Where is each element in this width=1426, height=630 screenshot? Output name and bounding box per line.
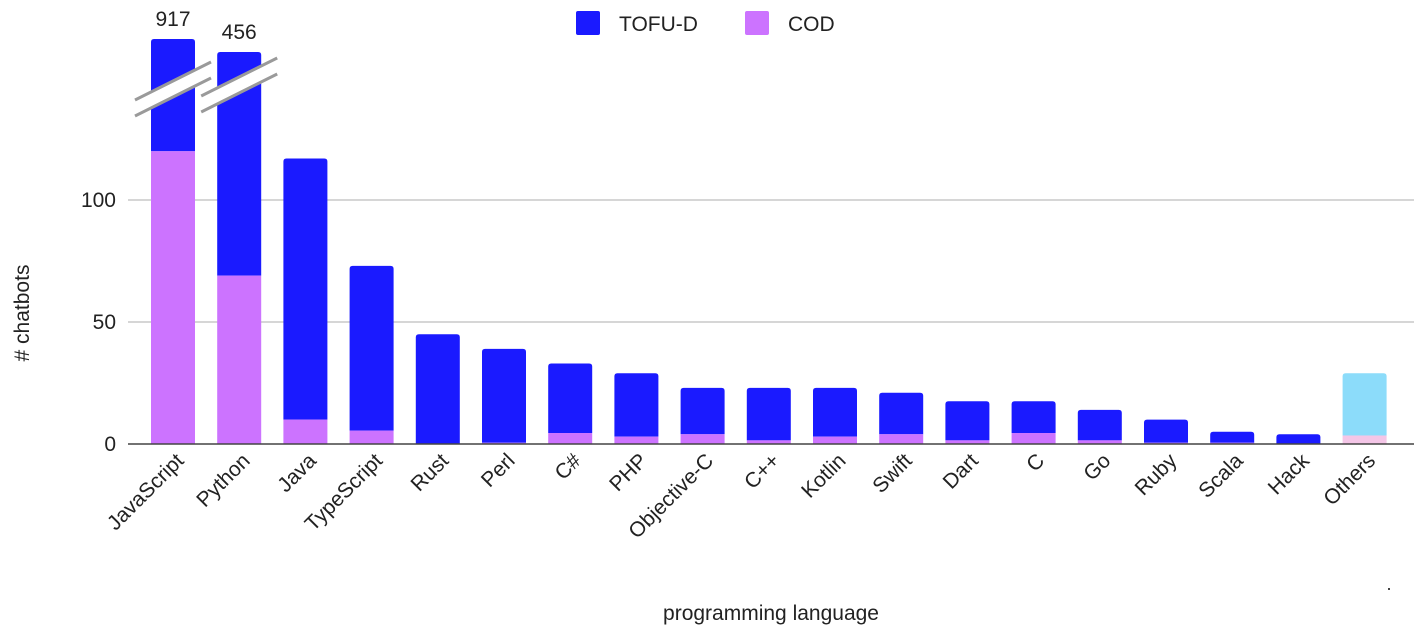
bar-tofu-d-python bbox=[217, 52, 262, 276]
x-tick-label: C# bbox=[550, 449, 585, 484]
bar-cod-kotlin bbox=[813, 436, 857, 444]
bar-cod-go bbox=[1077, 440, 1122, 444]
x-axis-label: programming language bbox=[663, 602, 879, 625]
bar-cod-swift bbox=[879, 434, 924, 444]
x-tick-label: C bbox=[1022, 449, 1049, 476]
legend-swatch bbox=[745, 11, 769, 35]
axis-break-line bbox=[200, 56, 278, 98]
x-tick-label: Others bbox=[1319, 449, 1380, 510]
x-tick-label: Rust bbox=[407, 449, 454, 496]
x-tick-label: Scala bbox=[1194, 449, 1248, 503]
legend-swatch bbox=[576, 11, 600, 35]
bar-tofu-d-php bbox=[614, 373, 659, 437]
axis-break-line bbox=[134, 76, 212, 118]
bar-tofu-d-go bbox=[1077, 409, 1122, 441]
bar-cod-others bbox=[1342, 435, 1387, 444]
bars: 917 456 bbox=[134, 8, 1387, 444]
x-tick-label: Swift bbox=[868, 449, 917, 498]
bar-tofu-d-scala bbox=[1210, 431, 1255, 443]
x-tick-label: Perl bbox=[477, 449, 520, 492]
bar-tofu-d-swift bbox=[879, 392, 924, 435]
axis-break-line bbox=[134, 60, 212, 102]
x-tick-label: Python bbox=[192, 449, 255, 512]
bar-tofu-d-c- bbox=[746, 387, 791, 441]
gridlines bbox=[128, 199, 1414, 323]
bar-cod-typescript bbox=[349, 430, 394, 444]
bar-tofu-d-typescript bbox=[349, 265, 394, 431]
bar-tofu-d-dart bbox=[945, 401, 990, 441]
y-tick-label: 0 bbox=[104, 433, 116, 456]
bar-cod-c- bbox=[746, 440, 791, 444]
bar-cod-dart bbox=[945, 440, 990, 444]
bar-cod-php bbox=[614, 436, 659, 444]
y-tick-label: 100 bbox=[81, 189, 116, 212]
bar-cod-objective-c bbox=[680, 434, 725, 444]
bar-cod-c bbox=[1011, 433, 1056, 444]
x-tick-label: PHP bbox=[605, 449, 652, 496]
x-tick-label: Hack bbox=[1264, 449, 1314, 499]
bar-cod-python bbox=[217, 275, 262, 444]
axis-break-gap bbox=[201, 58, 278, 112]
bar-cod-c- bbox=[548, 433, 593, 444]
x-tick-label: Kotlin bbox=[797, 449, 850, 502]
bar-tofu-d-perl bbox=[482, 348, 526, 443]
axis-break-gap bbox=[135, 62, 211, 116]
bar-tofu-d-ruby bbox=[1144, 419, 1188, 443]
x-tick-label: Go bbox=[1079, 449, 1115, 485]
bar-total-label: 456 bbox=[222, 21, 257, 44]
x-tick-label: JavaScript bbox=[103, 449, 189, 535]
x-tick-label: C++ bbox=[740, 449, 784, 493]
bar-tofu-d-c bbox=[1011, 401, 1056, 434]
y-tick-label: 50 bbox=[93, 311, 116, 334]
bar-total-label: 917 bbox=[155, 8, 190, 31]
axis-break-line bbox=[200, 72, 278, 114]
x-tick-label: Ruby bbox=[1131, 449, 1182, 500]
bar-tofu-d-rust bbox=[415, 334, 460, 444]
x-tick-label: Dart bbox=[939, 449, 983, 493]
legend-label: TOFU-D bbox=[619, 13, 698, 36]
bar-cod-javascript bbox=[151, 151, 195, 444]
bar-tofu-d-c- bbox=[548, 363, 593, 434]
y-axis-label: # chatbots bbox=[11, 265, 34, 362]
x-tick-label: Java bbox=[273, 449, 321, 497]
bar-tofu-d-objective-c bbox=[680, 387, 725, 435]
stray-dot bbox=[1388, 588, 1390, 590]
bar-tofu-d-kotlin bbox=[813, 387, 857, 437]
bar-tofu-d-hack bbox=[1276, 434, 1321, 444]
bar-tofu-d-others bbox=[1342, 373, 1387, 436]
bar-cod-java bbox=[283, 419, 328, 444]
legend: TOFU-D COD bbox=[576, 11, 835, 36]
bar-tofu-d-java bbox=[283, 158, 328, 420]
y-axis-ticks: 0 50 100 bbox=[81, 189, 116, 456]
legend-label: COD bbox=[788, 13, 835, 36]
